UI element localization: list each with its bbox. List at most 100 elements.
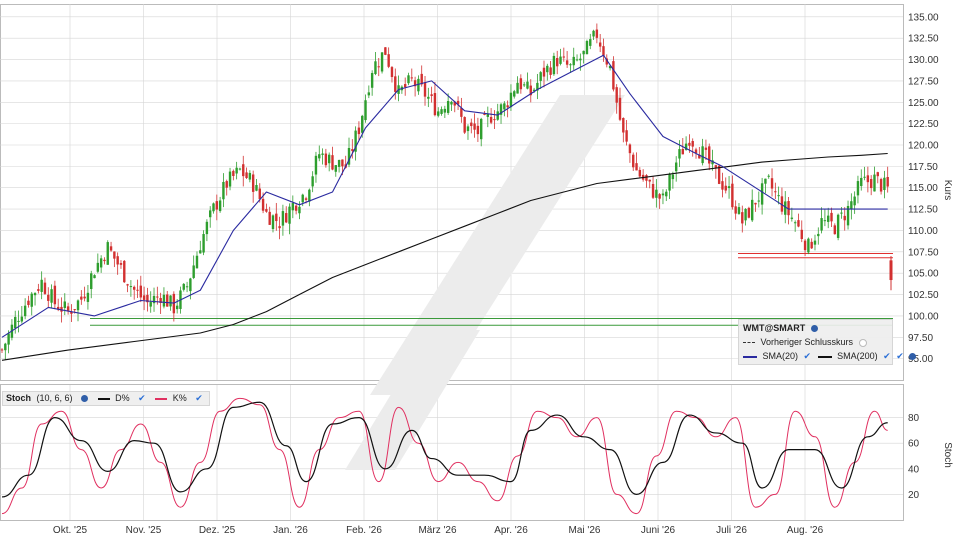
candle-body bbox=[318, 154, 321, 159]
y-tick-label: 130.00 bbox=[908, 55, 939, 66]
candle-body bbox=[721, 181, 724, 190]
candle-body bbox=[209, 210, 212, 218]
candle-body bbox=[185, 286, 189, 288]
settings-icon[interactable] bbox=[909, 353, 917, 361]
sma20-check-icon[interactable]: ✔ bbox=[803, 351, 812, 361]
candle-body bbox=[47, 294, 50, 301]
candle-body bbox=[63, 301, 66, 308]
candle-body bbox=[278, 226, 281, 229]
candle-body bbox=[470, 122, 473, 127]
candle-body bbox=[83, 296, 86, 299]
stoch-d-line bbox=[1, 401, 888, 498]
candle-body bbox=[827, 215, 830, 222]
candle-body bbox=[149, 302, 152, 307]
candle-body bbox=[361, 115, 364, 133]
y-tick-label: 100.00 bbox=[908, 311, 939, 322]
candle-body bbox=[311, 176, 314, 187]
y-tick-label: 95.00 bbox=[908, 354, 933, 365]
candle-body bbox=[304, 198, 308, 200]
candle-body bbox=[417, 78, 420, 92]
candle-body bbox=[536, 82, 539, 91]
legend-prev-close-row[interactable]: Vorheriger Schlusskurs bbox=[743, 336, 867, 348]
stoch-settings-icon[interactable] bbox=[81, 395, 89, 403]
candle-body bbox=[66, 306, 70, 311]
stoch-panel-frame bbox=[0, 384, 904, 521]
candle-body bbox=[30, 293, 33, 307]
y-tick-label: 105.00 bbox=[908, 269, 939, 280]
x-tick-label: März '26 bbox=[418, 525, 456, 536]
candle-body bbox=[565, 60, 569, 65]
candle-body bbox=[53, 285, 57, 305]
candle-body bbox=[146, 294, 149, 303]
candle-body bbox=[836, 214, 840, 238]
candle-body bbox=[509, 92, 513, 108]
candle-body bbox=[592, 30, 595, 37]
k-check-icon[interactable]: ✔ bbox=[195, 393, 203, 403]
candle-body bbox=[764, 178, 767, 184]
candle-body bbox=[357, 127, 361, 135]
candle-body bbox=[777, 195, 780, 197]
candle-body bbox=[232, 170, 235, 176]
candle-body bbox=[288, 206, 291, 224]
candle-body bbox=[595, 29, 599, 38]
candle-body bbox=[846, 205, 850, 226]
sma20-swatch-icon bbox=[743, 355, 757, 358]
legend-symbol-row[interactable]: WMT@SMART bbox=[743, 322, 818, 334]
candle-body bbox=[655, 189, 658, 198]
candle-body bbox=[86, 292, 90, 302]
candle-body bbox=[876, 172, 879, 177]
x-tick-label: Feb. '26 bbox=[346, 525, 382, 536]
gear-icon[interactable] bbox=[810, 325, 818, 333]
candle-body bbox=[334, 165, 337, 172]
candle-body bbox=[546, 65, 549, 73]
toggle-circle-icon[interactable] bbox=[858, 338, 867, 347]
candle-body bbox=[96, 262, 100, 272]
stoch-y-tick-label: 80 bbox=[908, 413, 920, 424]
candle-body bbox=[33, 293, 37, 296]
candle-body bbox=[793, 222, 797, 224]
candle-body bbox=[810, 241, 813, 249]
candle-body bbox=[228, 171, 232, 187]
candle-body bbox=[413, 80, 417, 87]
candle-body bbox=[162, 294, 166, 307]
candle-body bbox=[843, 215, 846, 221]
candle-body bbox=[850, 201, 853, 210]
candle-body bbox=[744, 208, 747, 221]
candle-body bbox=[886, 177, 889, 187]
candle-body bbox=[380, 52, 384, 72]
candle-body bbox=[14, 316, 17, 329]
candle-body bbox=[248, 172, 252, 180]
candle-body bbox=[522, 84, 526, 86]
candle-body bbox=[446, 101, 450, 113]
x-tick-label: Dez. '25 bbox=[199, 525, 236, 536]
candle-body bbox=[559, 56, 562, 64]
candle-body bbox=[367, 92, 371, 96]
candle-body bbox=[268, 211, 271, 225]
stoch-axis-title: Stoch bbox=[942, 442, 953, 468]
x-tick-label: Okt. '25 bbox=[53, 525, 88, 536]
candle-body bbox=[298, 206, 301, 214]
candle-body bbox=[483, 113, 486, 115]
candle-body bbox=[285, 213, 288, 223]
candle-body bbox=[638, 169, 642, 177]
sma200-check-icon[interactable]: ✔ bbox=[883, 351, 891, 361]
candle-body bbox=[556, 58, 559, 67]
candle-body bbox=[308, 189, 311, 202]
candle-body bbox=[632, 154, 635, 168]
candle-body bbox=[341, 159, 344, 167]
check-icon[interactable]: ✔ bbox=[896, 351, 904, 361]
candle-body bbox=[420, 73, 423, 85]
candle-body bbox=[473, 123, 476, 130]
y-tick-label: 115.00 bbox=[908, 183, 938, 194]
candle-body bbox=[90, 273, 93, 290]
candle-body bbox=[370, 72, 374, 88]
candle-body bbox=[532, 89, 536, 91]
candle-body bbox=[324, 153, 328, 166]
stoch-y-tick-label: 40 bbox=[908, 464, 920, 475]
candle-body bbox=[797, 220, 800, 227]
candle-body bbox=[218, 200, 222, 212]
d-check-icon[interactable]: ✔ bbox=[138, 393, 146, 403]
candle-body bbox=[513, 91, 516, 97]
candle-body bbox=[628, 144, 632, 154]
candle-body bbox=[724, 185, 727, 191]
